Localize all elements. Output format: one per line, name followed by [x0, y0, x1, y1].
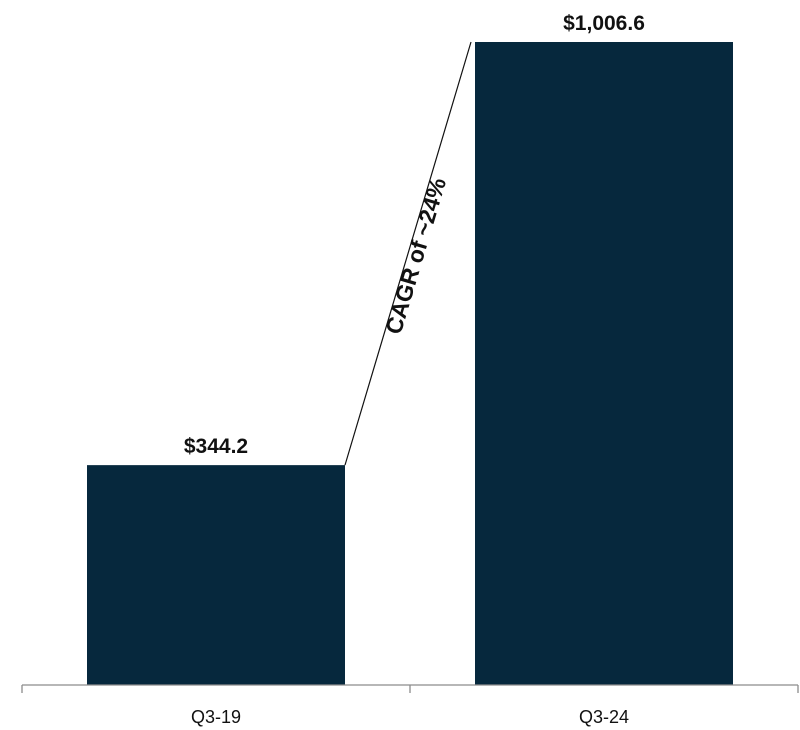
bars-group: [87, 42, 733, 685]
cagr-connector-line: [344, 41, 472, 466]
value-label-q3-24: $1,006.6: [563, 12, 645, 35]
tick-label-q3-19: Q3-19: [191, 707, 241, 727]
x-ticks-group: [21, 685, 799, 693]
bar-q3-19: [87, 465, 345, 685]
tick-labels-group: Q3-19 Q3-24: [191, 707, 629, 727]
value-label-q3-19: $344.2: [184, 435, 248, 458]
cagr-annotation: CAGR of ~24%: [380, 175, 451, 337]
tick-label-q3-24: Q3-24: [579, 707, 629, 727]
bar-q3-24: [475, 42, 733, 685]
value-labels-group: $344.2 $1,006.6: [184, 12, 645, 458]
